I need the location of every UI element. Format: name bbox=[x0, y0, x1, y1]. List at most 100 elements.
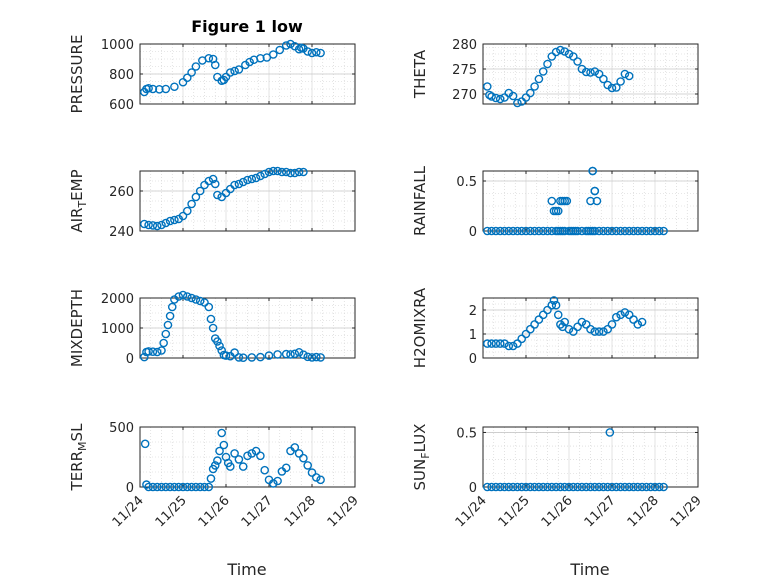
y-axis-label: AIRTEMP bbox=[68, 169, 89, 232]
series-markers bbox=[482, 428, 668, 492]
data-point bbox=[521, 93, 531, 102]
data-point bbox=[607, 226, 617, 236]
axes-box bbox=[482, 43, 699, 105]
grid bbox=[482, 427, 699, 488]
data-point bbox=[633, 226, 643, 236]
data-point bbox=[590, 482, 600, 492]
data-point bbox=[294, 167, 304, 177]
data-point bbox=[590, 327, 600, 336]
data-point bbox=[206, 474, 216, 483]
data-point bbox=[573, 226, 582, 236]
data-point bbox=[569, 52, 578, 61]
data-point bbox=[286, 168, 295, 178]
data-point bbox=[500, 226, 509, 236]
data-point bbox=[144, 83, 153, 93]
data-point bbox=[569, 327, 578, 336]
data-point bbox=[221, 72, 231, 82]
data-point bbox=[547, 482, 557, 492]
data-point bbox=[303, 352, 313, 362]
data-point bbox=[213, 190, 222, 200]
x-axis-label-left: Time bbox=[226, 560, 266, 579]
data-point bbox=[215, 446, 224, 456]
data-point bbox=[264, 167, 274, 177]
data-point bbox=[178, 77, 188, 87]
data-point bbox=[573, 322, 582, 332]
data-point bbox=[577, 226, 587, 236]
data-point bbox=[148, 84, 158, 94]
data-point bbox=[152, 347, 162, 357]
data-point bbox=[534, 315, 544, 324]
data-point bbox=[564, 482, 574, 492]
data-point bbox=[530, 482, 539, 492]
data-point bbox=[178, 482, 188, 492]
data-point bbox=[200, 298, 209, 307]
data-point bbox=[144, 482, 153, 492]
data-point bbox=[217, 346, 226, 355]
data-point bbox=[581, 320, 591, 329]
data-point bbox=[286, 350, 295, 359]
series-markers bbox=[139, 166, 308, 231]
data-point bbox=[247, 353, 257, 362]
grid bbox=[139, 426, 356, 488]
data-point bbox=[251, 173, 261, 183]
data-point bbox=[629, 315, 638, 324]
data-point bbox=[290, 349, 300, 359]
data-point bbox=[491, 93, 501, 103]
y-tick-label: 240 bbox=[109, 225, 134, 240]
data-point bbox=[556, 482, 565, 492]
data-point bbox=[140, 439, 150, 449]
data-point bbox=[521, 329, 531, 339]
y-tick-label: 0.5 bbox=[456, 426, 477, 441]
data-point bbox=[590, 67, 600, 76]
data-point bbox=[607, 320, 617, 329]
subplot-2: 270 275 280 THETA bbox=[411, 38, 699, 108]
data-point bbox=[268, 479, 278, 488]
data-point bbox=[294, 449, 304, 458]
data-point bbox=[174, 292, 183, 301]
data-point bbox=[590, 226, 600, 236]
data-point bbox=[316, 475, 325, 485]
y-tick-label: 270 bbox=[452, 88, 477, 103]
data-point bbox=[569, 482, 578, 492]
data-point bbox=[612, 226, 621, 236]
y-tick-label: 0 bbox=[126, 352, 134, 367]
data-point bbox=[307, 468, 317, 477]
data-point bbox=[230, 348, 239, 357]
data-point bbox=[624, 310, 634, 320]
data-point bbox=[605, 428, 615, 437]
data-point bbox=[642, 226, 651, 236]
data-point bbox=[182, 73, 192, 83]
data-point bbox=[299, 453, 308, 463]
y-tick-label: 600 bbox=[109, 98, 134, 113]
data-point bbox=[277, 167, 287, 177]
data-point bbox=[500, 93, 509, 102]
data-point bbox=[178, 290, 188, 300]
data-point bbox=[646, 482, 656, 492]
data-point bbox=[273, 350, 282, 359]
data-point bbox=[487, 339, 496, 348]
data-point bbox=[508, 91, 518, 101]
data-point bbox=[637, 482, 647, 492]
data-point bbox=[215, 341, 224, 351]
data-point bbox=[268, 50, 278, 59]
data-point bbox=[513, 98, 522, 108]
x-tick-label: 11/27 bbox=[582, 493, 619, 530]
data-point bbox=[637, 226, 647, 236]
data-point bbox=[191, 192, 201, 202]
data-point bbox=[217, 428, 226, 438]
y-tick-label: 0 bbox=[469, 481, 477, 496]
data-point bbox=[526, 324, 535, 334]
data-point bbox=[195, 482, 205, 492]
data-point bbox=[607, 482, 617, 492]
data-point bbox=[612, 312, 621, 322]
data-point bbox=[482, 82, 492, 91]
data-point bbox=[543, 482, 552, 492]
subplot-6: 0 1 2 H2OMIXRA bbox=[411, 287, 699, 368]
x-tick-label: 11/24 bbox=[110, 493, 147, 530]
data-point bbox=[547, 196, 557, 206]
data-point bbox=[538, 226, 548, 236]
data-point bbox=[256, 171, 265, 181]
data-point bbox=[200, 482, 209, 492]
data-point bbox=[603, 482, 613, 492]
data-point bbox=[530, 320, 539, 329]
